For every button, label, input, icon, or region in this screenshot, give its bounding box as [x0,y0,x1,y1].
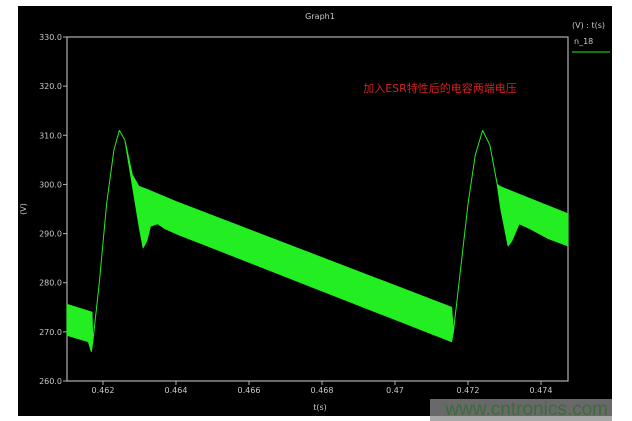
watermark: www.cntronics.com [430,399,612,421]
x-tick-label: 0.462 [92,386,115,395]
series-band-n_18 [66,129,569,352]
y-tick-label: 260.0 [39,377,62,386]
y-axis-label: (V) [19,203,28,215]
x-tick-label: 0.474 [530,386,553,395]
y-tick-label: 330.0 [39,33,62,42]
legend-entry-label: n_18 [574,37,593,46]
y-tick-label: 280.0 [39,279,62,288]
chart-title: Graph1 [305,12,335,21]
annotation: 加入ESR特性后的电容两端电压 [363,81,517,95]
plot-frame [66,36,569,382]
y-tick-label: 320.0 [39,82,62,91]
x-tick-label: 0.47 [386,386,404,395]
y-tick-label: 290.0 [39,230,62,239]
x-axis-label: t(s) [313,403,327,412]
x-tick-label: 0.466 [238,386,261,395]
y-tick-label: 270.0 [39,328,62,337]
x-tick-label: 0.472 [457,386,480,395]
y-tick-label: 300.0 [39,180,62,189]
legend-header: (V) : t(s) [572,21,605,30]
y-tick-label: 310.0 [39,131,62,140]
x-tick-label: 0.468 [311,386,334,395]
x-tick-label: 0.464 [165,386,188,395]
